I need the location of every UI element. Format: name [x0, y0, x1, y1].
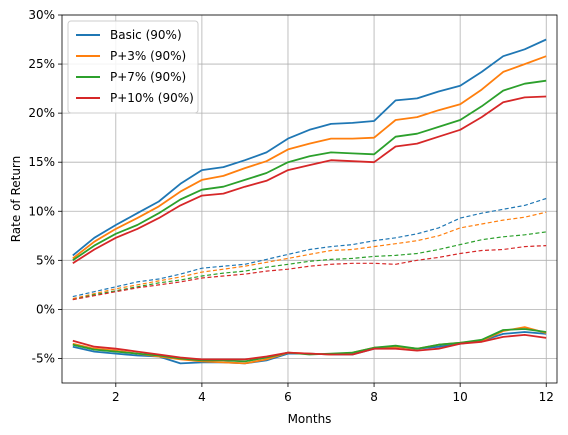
series-line-2 [72, 79, 547, 262]
x-tick-label: 6 [284, 390, 292, 404]
y-tick-label: 10% [28, 204, 55, 218]
y-axis-label: Rate of Return [9, 156, 23, 243]
plot-frame [61, 14, 558, 384]
x-tick-label: 2 [112, 390, 120, 404]
x-tick-label: 4 [198, 390, 206, 404]
legend-entry-label: P+10% (90%) [110, 91, 194, 105]
series-line-3 [72, 95, 547, 265]
x-axis-label: Months [288, 412, 332, 426]
legend: Basic (90%) P+3% (90%) P+7% (90%) P+10% (90… [67, 20, 199, 114]
y-tick-label: 5% [36, 253, 55, 267]
series-line-5 [72, 211, 547, 300]
series-lines [72, 38, 547, 365]
series-line-7 [72, 245, 547, 301]
x-tick-label: 12 [539, 390, 554, 404]
series-line-11 [72, 333, 547, 361]
y-tick-label: -5% [32, 351, 55, 365]
series-line-6 [72, 231, 547, 301]
series-line-0 [72, 38, 547, 257]
series-line-4 [72, 197, 547, 298]
legend-entry-label: P+3% (90%) [110, 49, 186, 63]
y-tick-label: 20% [28, 106, 55, 120]
y-tick-label: 15% [28, 155, 55, 169]
legend-entry-label: Basic (90%) [110, 28, 182, 42]
series-line-1 [72, 55, 547, 260]
axis-ticks: 2 4 6 8 10 12 -5% 0% 5% 10% 15% 20% 25% 30% [28, 8, 554, 404]
x-tick-label: 10 [453, 390, 468, 404]
y-tick-label: 25% [28, 57, 55, 71]
series-line-9 [72, 326, 547, 365]
legend-entry-label: P+7% (90%) [110, 70, 186, 84]
y-tick-label: 30% [28, 8, 55, 22]
x-tick-label: 8 [370, 390, 378, 404]
y-tick-label: 0% [36, 302, 55, 316]
legend-box [67, 20, 199, 114]
